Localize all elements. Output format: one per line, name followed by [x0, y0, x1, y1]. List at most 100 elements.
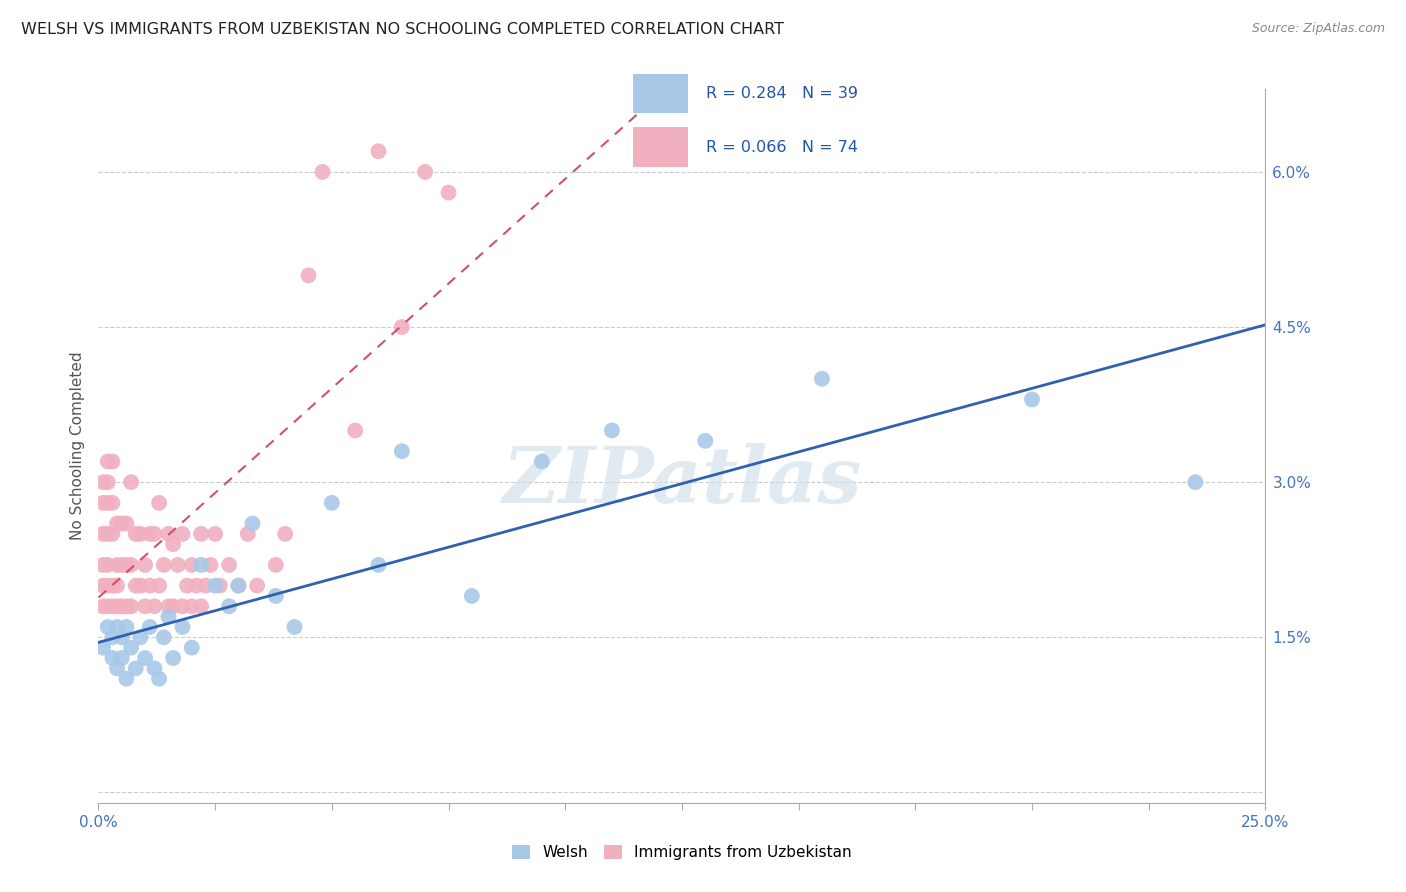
Point: [139, 579, 162, 593]
Point: [180, 640, 202, 655]
Point: [204, 527, 226, 541]
Text: ZIPatlas: ZIPatlas: [502, 443, 862, 520]
Point: [120, 599, 142, 614]
Point: [105, 661, 128, 675]
Point: [228, 579, 250, 593]
Point: [134, 599, 156, 614]
Point: [105, 620, 128, 634]
Point: [1184, 475, 1206, 490]
Point: [91, 579, 114, 593]
Point: [91, 599, 114, 614]
Point: [101, 630, 124, 644]
Point: [91, 475, 114, 490]
Point: [190, 599, 212, 614]
Point: [115, 620, 138, 634]
Point: [172, 620, 194, 634]
Point: [120, 640, 142, 655]
Point: [105, 579, 128, 593]
Point: [91, 558, 114, 572]
Point: [125, 527, 148, 541]
Point: [162, 651, 184, 665]
Point: [176, 579, 198, 593]
Point: [97, 454, 120, 468]
Point: [172, 599, 194, 614]
Point: [134, 558, 156, 572]
Point: [180, 558, 202, 572]
Point: [811, 372, 834, 386]
Point: [115, 558, 138, 572]
Point: [101, 527, 124, 541]
Point: [367, 558, 389, 572]
Point: [297, 268, 319, 283]
Point: [97, 599, 120, 614]
Point: [204, 579, 226, 593]
Point: [143, 599, 166, 614]
Point: [111, 651, 134, 665]
Point: [115, 516, 138, 531]
Point: [129, 630, 152, 644]
Point: [139, 527, 162, 541]
Point: [367, 145, 389, 159]
Point: [101, 496, 124, 510]
Point: [120, 475, 142, 490]
Point: [101, 579, 124, 593]
Point: [228, 579, 250, 593]
Point: [97, 527, 120, 541]
Point: [180, 599, 202, 614]
Point: [391, 320, 413, 334]
Point: [111, 516, 134, 531]
Point: [162, 537, 184, 551]
Point: [148, 496, 170, 510]
Point: [101, 599, 124, 614]
Point: [111, 599, 134, 614]
Point: [1021, 392, 1043, 407]
Point: [461, 589, 484, 603]
Point: [125, 579, 148, 593]
Point: [344, 424, 367, 438]
Point: [218, 558, 240, 572]
FancyBboxPatch shape: [633, 128, 688, 167]
Point: [186, 579, 208, 593]
Point: [148, 672, 170, 686]
Point: [97, 496, 120, 510]
Point: [111, 630, 134, 644]
FancyBboxPatch shape: [633, 74, 688, 113]
Point: [437, 186, 460, 200]
Point: [200, 558, 222, 572]
Point: [101, 454, 124, 468]
Point: [530, 454, 553, 468]
Point: [218, 599, 240, 614]
Point: [97, 558, 120, 572]
Point: [157, 609, 180, 624]
Point: [105, 558, 128, 572]
Point: [242, 516, 264, 531]
Point: [236, 527, 259, 541]
Point: [129, 579, 152, 593]
Point: [115, 672, 138, 686]
Point: [148, 579, 170, 593]
Point: [274, 527, 297, 541]
Point: [143, 527, 166, 541]
Point: [97, 620, 120, 634]
Point: [166, 558, 188, 572]
Point: [157, 599, 180, 614]
Point: [194, 579, 217, 593]
Point: [97, 579, 120, 593]
Point: [157, 527, 180, 541]
Point: [600, 424, 623, 438]
Point: [152, 630, 174, 644]
Point: [129, 527, 152, 541]
Point: [190, 558, 212, 572]
Point: [91, 496, 114, 510]
Legend: Welsh, Immigrants from Uzbekistan: Welsh, Immigrants from Uzbekistan: [506, 839, 858, 866]
Point: [134, 651, 156, 665]
Point: [143, 661, 166, 675]
Text: WELSH VS IMMIGRANTS FROM UZBEKISTAN NO SCHOOLING COMPLETED CORRELATION CHART: WELSH VS IMMIGRANTS FROM UZBEKISTAN NO S…: [21, 22, 785, 37]
Point: [120, 558, 142, 572]
Point: [413, 165, 436, 179]
Point: [115, 599, 138, 614]
Text: R = 0.066   N = 74: R = 0.066 N = 74: [706, 139, 859, 154]
Point: [162, 599, 184, 614]
Text: R = 0.284   N = 39: R = 0.284 N = 39: [706, 87, 859, 102]
Point: [190, 527, 212, 541]
